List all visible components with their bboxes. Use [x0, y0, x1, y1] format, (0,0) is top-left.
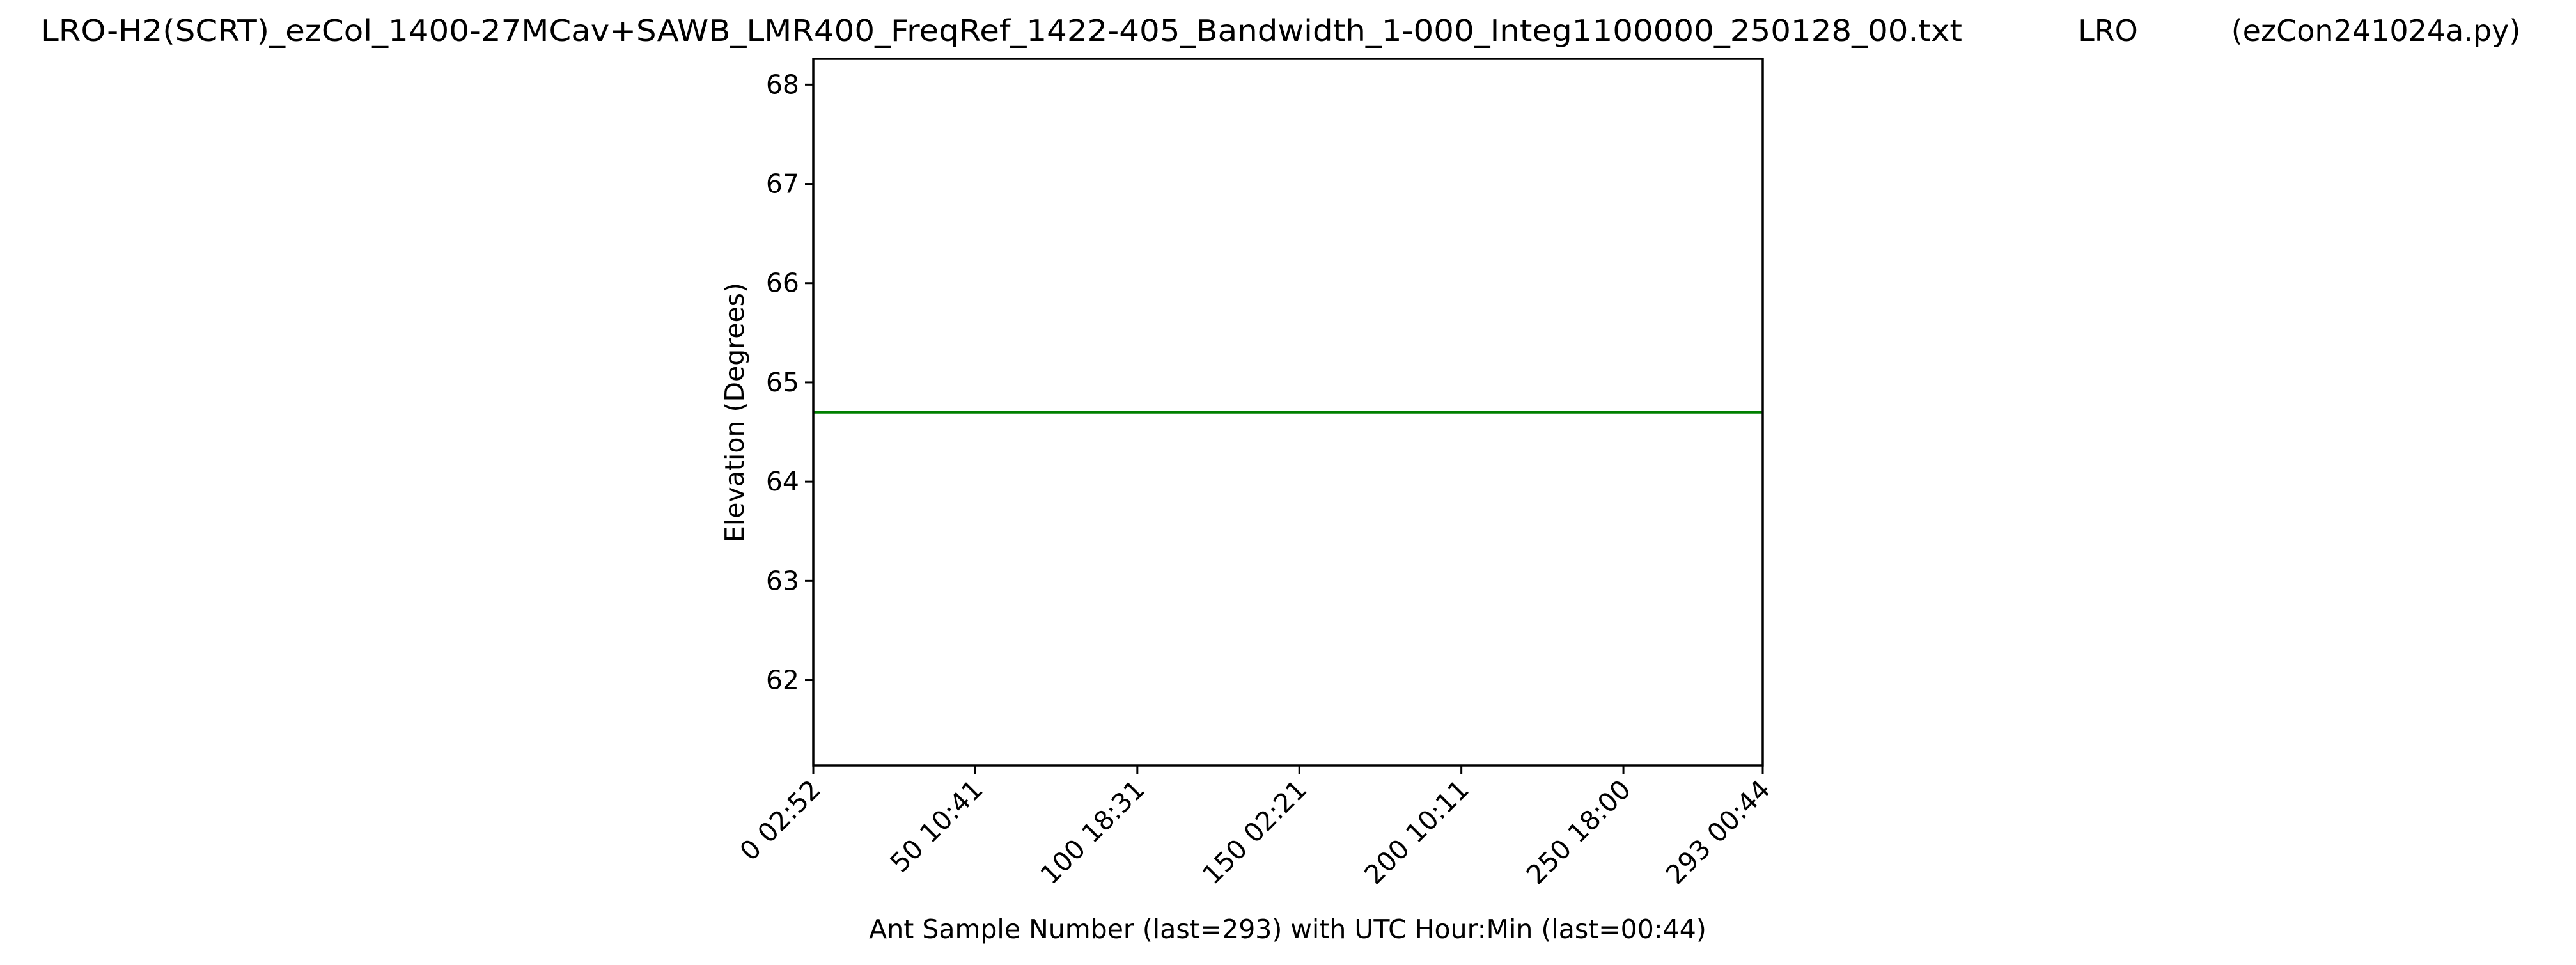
x-tick-label: 250 18:00: [1520, 774, 1637, 890]
chart-title: LRO-H2(SCRT)_ezCol_1400-27MCav+SAWB_LMR4…: [41, 13, 1962, 48]
y-tick-label: 66: [766, 268, 799, 299]
chart-title-site: LRO: [2078, 13, 2138, 48]
y-tick-label: 65: [766, 367, 799, 398]
y-tick-label: 63: [766, 565, 799, 596]
x-tick-label: 200 10:11: [1359, 774, 1475, 890]
x-tick-label: 150 02:21: [1196, 774, 1313, 890]
x-tick-label: 50 10:41: [884, 774, 989, 879]
y-tick-label: 62: [766, 665, 799, 696]
x-tick-label: 293 00:44: [1660, 774, 1776, 890]
x-tick-label: 100 18:31: [1034, 774, 1151, 890]
axes-frame: [812, 58, 1764, 767]
y-tick-label: 68: [766, 69, 799, 100]
y-tick-label: 64: [766, 466, 799, 497]
chart-title-program: (ezCon241024a.py): [2231, 13, 2521, 48]
y-tick-label: 67: [766, 169, 799, 200]
x-tick-label: 0 02:52: [734, 774, 827, 867]
y-axis-label: Elevation (Degrees): [719, 283, 750, 542]
x-axis-label: Ant Sample Number (last=293) with UTC Ho…: [869, 914, 1706, 945]
